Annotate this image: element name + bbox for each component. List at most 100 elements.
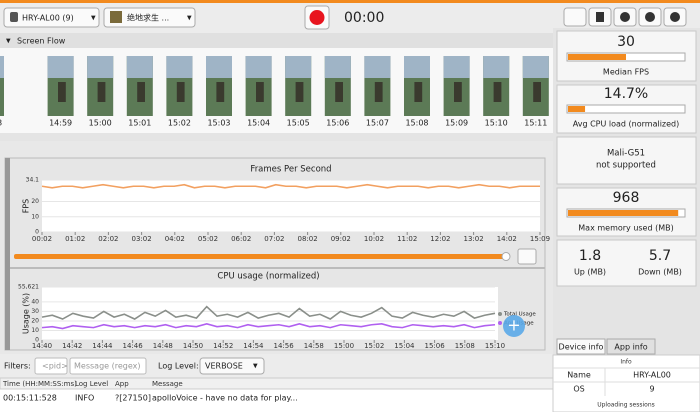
x-tick-label: 14:54 bbox=[243, 342, 264, 350]
app-icon bbox=[110, 11, 122, 23]
thumbnail bbox=[0, 56, 4, 116]
frame-label: 15:00 bbox=[89, 119, 112, 128]
y-tick-label: 30 bbox=[31, 308, 39, 315]
x-tick-label: 07:02 bbox=[264, 235, 284, 243]
x-tick-label: 14:46 bbox=[123, 342, 144, 350]
message-input[interactable] bbox=[69, 357, 147, 375]
info-table bbox=[552, 354, 700, 412]
timer: 00:00 bbox=[344, 10, 384, 26]
frame-label: 58 bbox=[0, 119, 2, 128]
x-tick-label: 04:02 bbox=[165, 235, 185, 243]
screen-flow-strip bbox=[0, 48, 553, 133]
pid-input[interactable] bbox=[34, 357, 68, 375]
x-tick-label: 14:42 bbox=[62, 342, 82, 350]
metric-label: Median FPS bbox=[603, 68, 649, 77]
time-slider[interactable] bbox=[14, 254, 510, 259]
y-tick-label: 0 bbox=[35, 337, 39, 344]
app-dropdown[interactable] bbox=[103, 7, 196, 28]
x-tick-label: 14:56 bbox=[274, 342, 295, 350]
info-value: HRY-AL00 bbox=[633, 371, 671, 380]
x-tick-label: 06:02 bbox=[231, 235, 251, 243]
android-icon bbox=[10, 12, 18, 22]
x-tick-label: 15:09 bbox=[530, 235, 550, 243]
x-tick-label: 14:48 bbox=[153, 342, 173, 350]
tab-label: Device info bbox=[559, 343, 604, 352]
log-level-label: Log Level: bbox=[158, 362, 199, 371]
info-key: OS bbox=[573, 385, 584, 394]
thumbnail-figure bbox=[454, 82, 462, 102]
frame-label: 15:10 bbox=[485, 119, 508, 128]
wifi-button[interactable] bbox=[563, 7, 587, 27]
frame-label: 15:04 bbox=[247, 119, 270, 128]
status-footer: Uploading sessions bbox=[597, 402, 655, 409]
x-tick-label: 15:00 bbox=[334, 342, 354, 350]
info-value: 9 bbox=[649, 385, 654, 394]
log-header: Log Level bbox=[75, 380, 108, 388]
log-cell: ?[27150] bbox=[115, 394, 151, 403]
add-icon: + bbox=[507, 316, 520, 335]
metric-value: 14.7% bbox=[604, 86, 648, 102]
x-tick-label: 03:02 bbox=[132, 235, 152, 243]
tab[interactable] bbox=[556, 338, 606, 355]
chart-title: CPU usage (normalized) bbox=[217, 272, 319, 282]
x-tick-label: 15:10 bbox=[485, 342, 505, 350]
top-border bbox=[0, 0, 700, 3]
thumbnail-figure bbox=[137, 82, 145, 102]
dropdown-arrow: ▼ bbox=[91, 15, 96, 22]
frame-label: 15:06 bbox=[326, 119, 349, 128]
thumbnail-sky bbox=[285, 56, 312, 78]
y-tick-label: 0 bbox=[35, 229, 39, 236]
thumbnail-sky bbox=[126, 56, 153, 78]
thumbnail-sky bbox=[0, 56, 4, 78]
metric-value: 968 bbox=[613, 190, 640, 206]
tab[interactable] bbox=[606, 338, 656, 355]
thumbnail-sky bbox=[47, 56, 74, 78]
x-tick-label: 15:04 bbox=[394, 342, 415, 350]
metric-label: Avg CPU load (normalized) bbox=[573, 120, 680, 129]
device-dropdown[interactable] bbox=[3, 7, 100, 28]
x-tick-label: 15:08 bbox=[455, 342, 475, 350]
log-cell: 00:15:11:528 bbox=[3, 394, 57, 403]
y-tick-label: 10 bbox=[31, 327, 39, 334]
dropdown-arrow: ▼ bbox=[187, 15, 192, 22]
chart-title: Frames Per Second bbox=[250, 165, 331, 175]
slider-handle[interactable] bbox=[501, 252, 511, 261]
thumbnail-sky bbox=[483, 56, 510, 78]
y-axis-label: FPS bbox=[22, 199, 31, 214]
log-level-select[interactable] bbox=[199, 357, 265, 375]
frame-label: 15:05 bbox=[287, 119, 310, 128]
thumbnail-figure bbox=[533, 82, 541, 102]
x-tick-label: 14:40 bbox=[32, 342, 52, 350]
legend-label: Total Usage bbox=[503, 312, 536, 318]
log-cell: apolloVoice - have no data for play... bbox=[152, 394, 298, 403]
x-tick-label: 13:02 bbox=[464, 235, 484, 243]
screen-flow-header[interactable] bbox=[0, 33, 553, 48]
pid-placeholder: <pid> bbox=[42, 362, 68, 371]
metric-card bbox=[556, 239, 697, 287]
thumbnail-sky bbox=[443, 56, 470, 78]
metric-value: 30 bbox=[617, 34, 635, 50]
device-name: HRY-AL00 (9) bbox=[22, 14, 74, 23]
frame-label: 15:08 bbox=[405, 119, 428, 128]
legend-swatch bbox=[498, 321, 502, 325]
log-level-value: VERBOSE bbox=[205, 362, 243, 371]
gear-icon bbox=[645, 12, 655, 22]
frame-label: 15:09 bbox=[445, 119, 468, 128]
x-tick-label: 10:02 bbox=[364, 235, 384, 243]
frame-label: 15:01 bbox=[128, 119, 151, 128]
fps-plot-area bbox=[42, 180, 540, 232]
x-tick-label: 14:52 bbox=[213, 342, 233, 350]
metric-bar-fill bbox=[568, 210, 679, 216]
thumbnail-sky bbox=[522, 56, 549, 78]
tab-label: App info bbox=[614, 343, 647, 352]
y-tick-label: 20 bbox=[31, 317, 39, 324]
metric-bar-fill bbox=[568, 106, 586, 112]
frame-label: 15:07 bbox=[366, 119, 389, 128]
add-button[interactable] bbox=[503, 315, 525, 337]
scrollbar[interactable] bbox=[0, 133, 553, 141]
metric-label: Down (MB) bbox=[638, 268, 682, 277]
thumbnail-figure bbox=[493, 82, 502, 102]
lock-button[interactable] bbox=[517, 248, 537, 265]
cloud-icon bbox=[620, 12, 630, 22]
frame-label: 14:59 bbox=[49, 119, 72, 128]
